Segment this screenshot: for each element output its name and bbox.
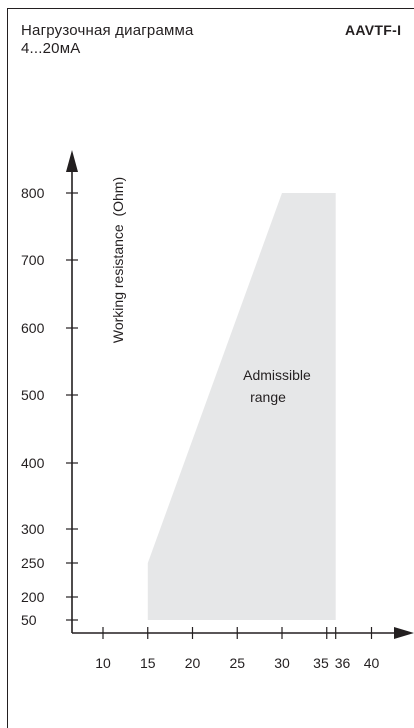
y-tick-label: 250 xyxy=(21,555,45,571)
x-tick-label: 30 xyxy=(274,655,290,671)
y-tick-label: 300 xyxy=(21,521,45,537)
x-tick-label: 35 xyxy=(313,655,329,671)
y-tick-layer: 50 200 250 300 400 500 600 700 800 xyxy=(21,185,78,628)
x-tick-label: 15 xyxy=(140,655,156,671)
region-layer xyxy=(147,193,336,620)
chart-title-line2: 4...20мА xyxy=(21,40,81,57)
model-code: AAVTF-I xyxy=(345,22,402,38)
y-axis-title: Working resistance (Ohm) xyxy=(110,177,126,343)
axis-layer xyxy=(66,150,414,639)
y-tick-label: 400 xyxy=(21,455,45,471)
y-tick-label: 600 xyxy=(21,320,45,336)
region-label-line2: range xyxy=(250,389,286,405)
x-tick-label: 20 xyxy=(185,655,201,671)
x-axis-arrow xyxy=(394,627,414,639)
chart-frame-border xyxy=(7,8,414,728)
y-axis-arrow xyxy=(66,150,78,172)
y-tick-label: 500 xyxy=(21,387,45,403)
x-tick-layer: 10 15 20 25 30 35 36 40 xyxy=(95,627,379,671)
chart-title-line1: Нагрузочная диаграмма xyxy=(21,22,194,39)
y-tick-label: 200 xyxy=(21,589,45,605)
x-tick-label: 36 xyxy=(335,655,351,671)
admissible-range-area xyxy=(147,193,336,620)
region-label-line1: Admissible xyxy=(243,367,311,383)
y-tick-label: 800 xyxy=(21,185,45,201)
x-tick-label: 10 xyxy=(95,655,111,671)
y-tick-label: 700 xyxy=(21,252,45,268)
chart-title: Нагрузочная диаграмма 4...20мА xyxy=(21,22,194,58)
y-tick-label: 50 xyxy=(21,612,37,628)
label-layer: Working resistance (Ohm) Admissible range xyxy=(110,177,311,405)
x-tick-label: 25 xyxy=(229,655,245,671)
x-tick-label: 40 xyxy=(364,655,380,671)
